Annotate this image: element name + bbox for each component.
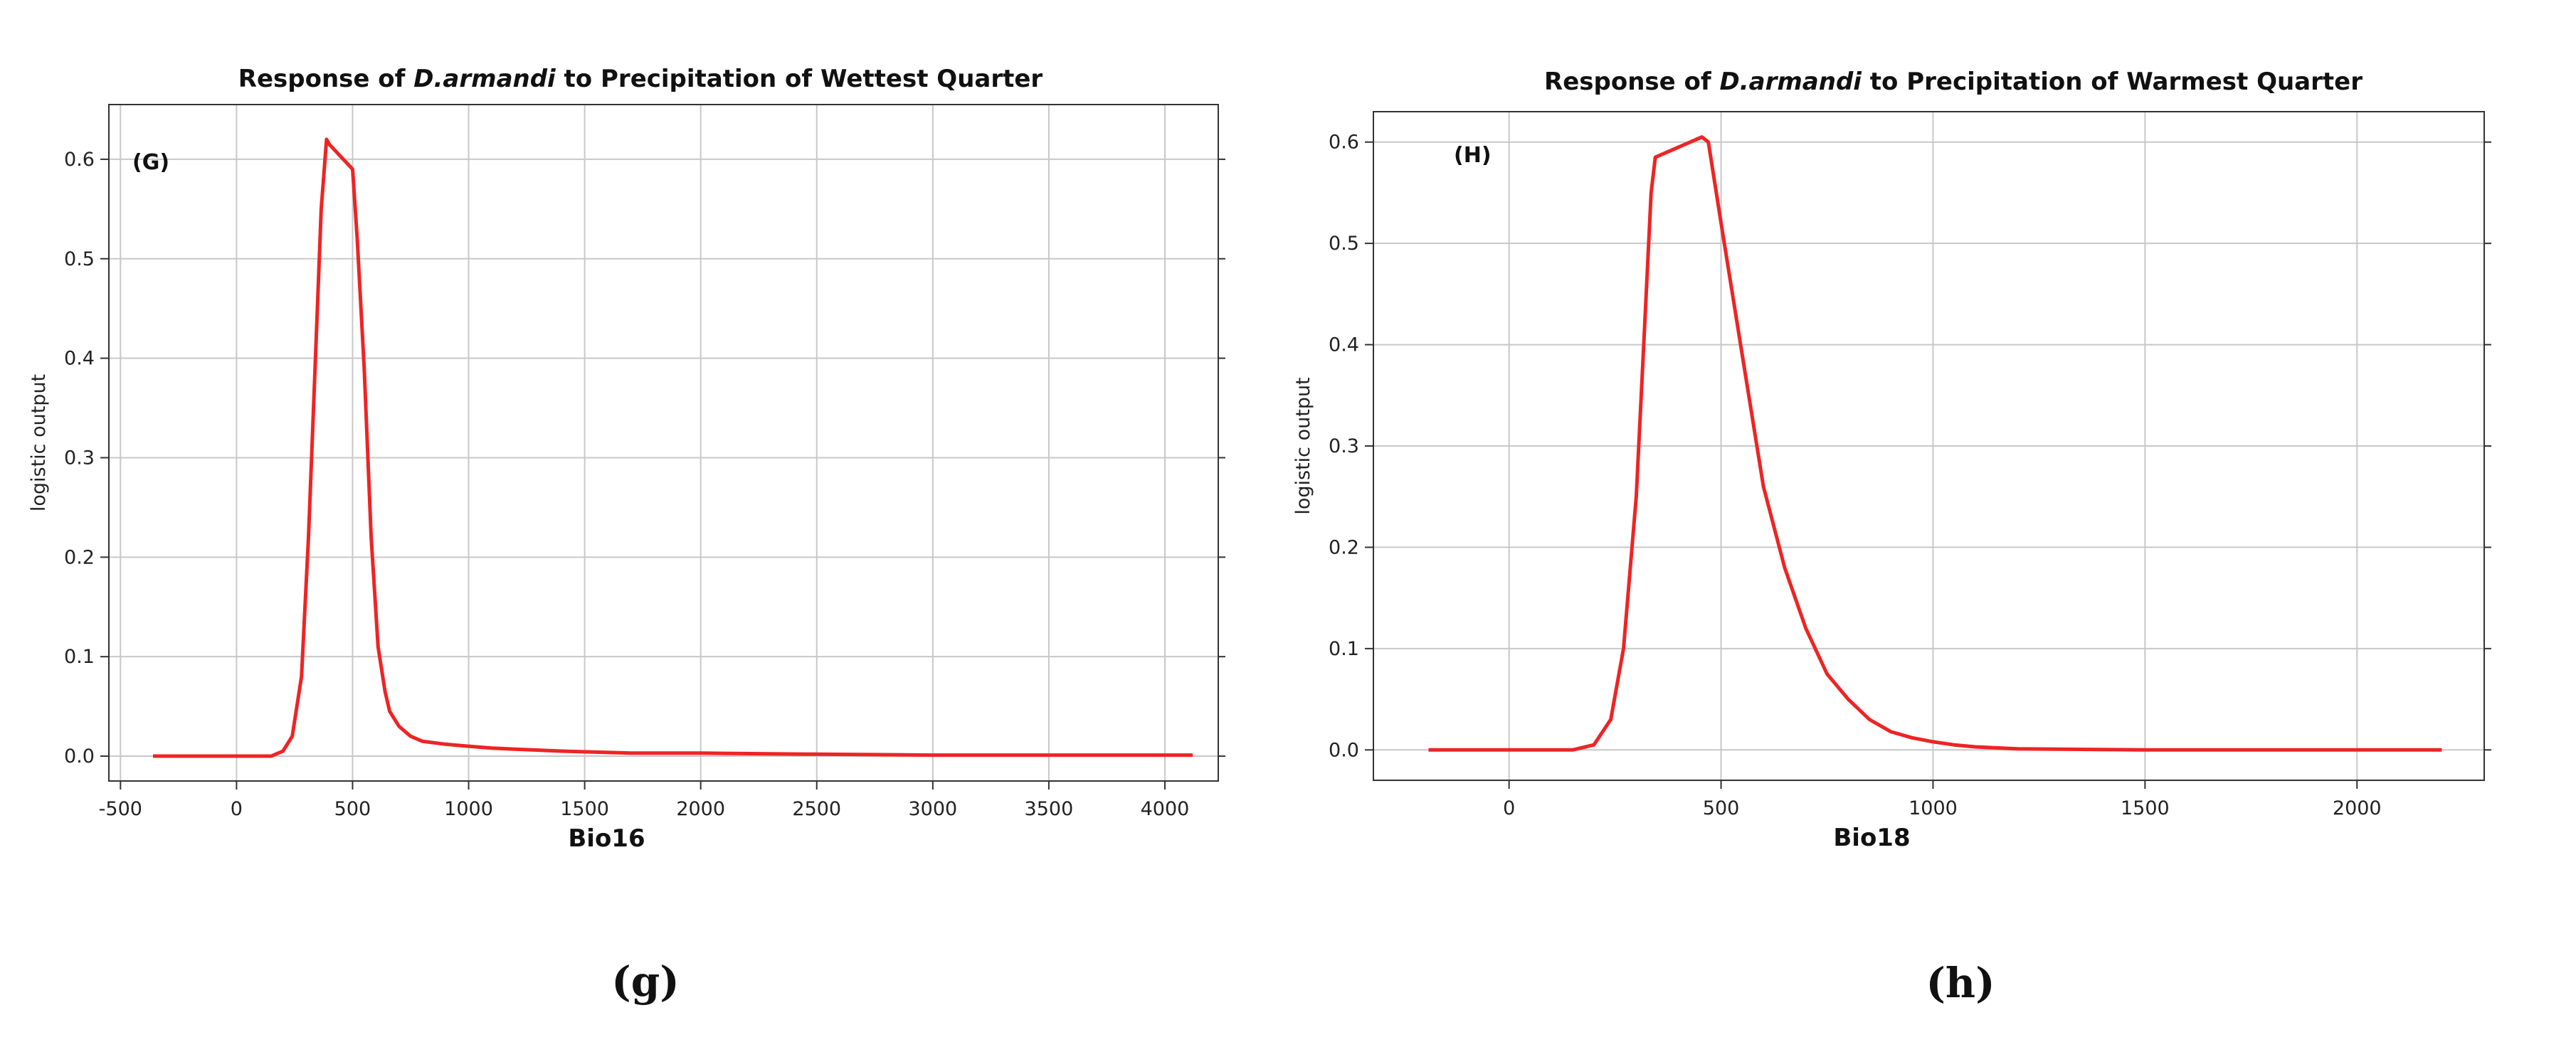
chart-g-y-axis-label: logistic output [28,374,50,511]
chart-g-ticks: -500 0 500 1000 1500 2000 2500 3000 3500 4000 0.0 0… [64,149,1225,820]
chart-h-y-tick-label: 0.2 [1329,536,1359,558]
chart-h-caption: (h) [1926,959,1995,1007]
chart-h-response-line [1428,135,2442,752]
chart-h-y-tick-label: 0.5 [1329,233,1359,255]
chart-g-y-tick-label: 0.2 [64,546,95,568]
chart-g-y-tick-label: 0.3 [64,447,95,469]
chart-h-title-prefix: Response of [1544,68,1720,96]
chart-h-ticks: 0 500 1000 1500 2000 0.0 0.1 0.2 0.3 0.4 0.5 0.6 [1329,132,2491,819]
chart-h-x-tick-label: 2000 [2333,797,2382,819]
chart-h-y-tick-label: 0.6 [1329,132,1359,154]
chart-g: Response of D.armandi to Precipitation o… [28,65,1225,1006]
chart-h-y-tick-label: 0.1 [1329,638,1359,660]
chart-h-x-tick-label: 0 [1503,797,1515,819]
chart-h-gridlines [1373,112,2484,780]
chart-h-y-tick-label: 0.4 [1329,334,1359,356]
chart-h-title-suffix: to Precipitation of Warmest Quarter [1862,68,2363,96]
chart-g-x-tick-label: 1000 [444,798,493,820]
chart-h-x-tick-label: 500 [1703,797,1740,819]
chart-g-y-tick-label: 0.1 [64,646,95,668]
chart-h-x-tick-label: 1500 [2121,797,2170,819]
chart-h-title: Response of D.armandi to Precipitation o… [1544,68,2363,96]
chart-g-gridlines [109,105,1218,781]
chart-g-x-tick-label: 2000 [676,798,725,820]
chart-h-x-axis-label: Bio18 [1833,824,1910,852]
chart-g-x-tick-label: 4000 [1141,798,1190,820]
chart-g-plot-frame [108,104,1219,782]
chart-h: Response of D.armandi to Precipitation o… [1292,68,2491,1007]
chart-g-x-tick-label: 3000 [908,798,957,820]
chart-g-x-tick-label: 0 [231,798,243,820]
chart-h-y-axis-label: logistic output [1292,377,1314,514]
chart-g-caption: (g) [611,957,679,1006]
chart-g-x-axis-label: Bio16 [568,824,645,853]
chart-h-panel-label: (H) [1454,143,1492,168]
chart-g-title: Response of D.armandi to Precipitation o… [238,65,1043,93]
chart-h-x-tick-label: 1000 [1909,797,1958,819]
chart-h-title-species: D.armandi [1720,68,1863,96]
chart-g-x-tick-label: 500 [334,798,371,820]
chart-g-y-tick-label: 0.0 [64,745,95,767]
chart-g-y-tick-label: 0.4 [64,348,95,370]
chart-h-y-tick-label: 0.3 [1329,435,1359,457]
chart-g-x-tick-label: 3500 [1025,798,1074,820]
chart-g-y-tick-label: 0.5 [64,248,95,270]
chart-g-y-tick-label: 0.6 [64,149,95,171]
chart-h-y-tick-label: 0.0 [1329,739,1359,761]
chart-g-response-line [153,137,1193,758]
chart-g-x-tick-label: 1500 [560,798,609,820]
chart-g-panel-label: (G) [132,150,169,175]
chart-g-x-tick-label: 2500 [792,798,841,820]
chart-g-title-prefix: Response of [238,65,414,93]
chart-g-title-suffix: to Precipitation of Wettest Quarter [556,65,1043,93]
chart-g-title-species: D.armandi [413,65,556,93]
chart-g-x-tick-label: -500 [99,798,142,820]
